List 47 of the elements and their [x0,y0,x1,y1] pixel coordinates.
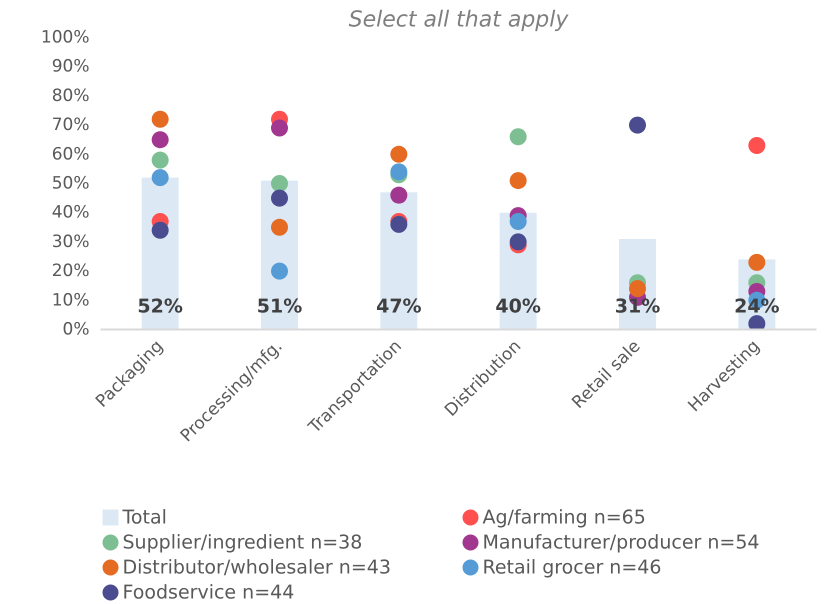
point [152,110,169,128]
legend-label: Total [122,506,167,528]
chart-subtitle: Select all that apply [348,8,570,32]
point [748,137,766,154]
y-tick-label: 70% [52,115,90,136]
point [510,212,527,230]
legend-label: Manufacturer/producer n=54 [482,532,760,554]
point [152,152,169,169]
point [629,280,646,298]
point [510,233,527,250]
data-label: 40% [495,296,541,318]
data-label: 24% [734,296,780,318]
y-tick-label: 40% [52,202,90,223]
legend-label: Distributor/wholesaler n=43 [122,556,391,578]
legend-label: Retail grocer n=46 [482,556,662,578]
point [271,262,288,280]
y-tick-label: 80% [52,86,90,106]
y-tick-label: 50% [52,174,90,194]
point [271,175,288,192]
point [271,218,288,236]
y-tick-label: 90% [52,56,90,77]
y-tick-label: 30% [52,232,90,252]
point [510,172,527,190]
data-label: 47% [376,296,422,318]
data-label: 31% [614,296,660,318]
point [390,216,408,233]
y-tick-label: 0% [62,320,90,340]
point [629,116,646,134]
legend-label: Supplier/ingredient n=38 [122,532,362,554]
point [152,169,169,186]
legend-label: Ag/farming n=65 [482,506,646,528]
y-tick-label: 20% [52,261,90,282]
data-label: 51% [256,296,302,318]
point [152,131,169,148]
point [271,120,288,137]
legend-label: Foodservice n=44 [122,582,294,604]
y-tick-label: 60% [52,144,90,164]
y-tick-label: 10% [52,290,90,310]
y-tick-label: 100% [40,28,90,48]
point [510,128,527,146]
point [390,186,408,204]
point [748,254,766,271]
point [271,190,288,207]
point [390,163,408,180]
point [390,146,408,163]
point [152,222,169,239]
data-label: 52% [137,296,183,318]
